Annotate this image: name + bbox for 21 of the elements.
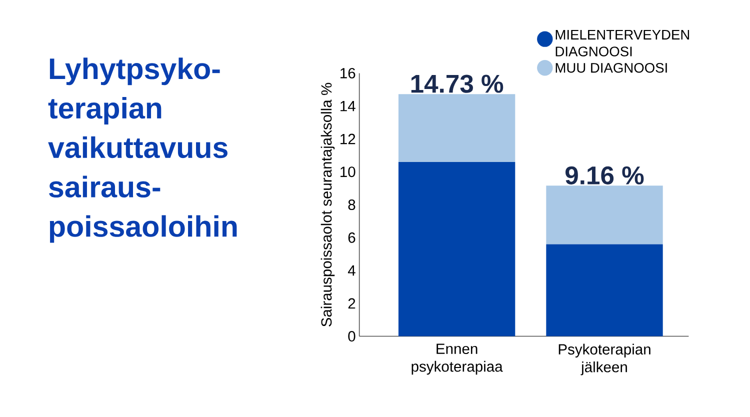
x-tick-label: Ennen psykoterapiaa (412, 344, 503, 374)
y-tick-label: 8 (348, 199, 356, 210)
bar (546, 244, 663, 336)
text: Lyhytpsyko-terapian vaikuttavuus sairaus-poissaoloihin (48, 57, 237, 243)
bar (398, 94, 516, 162)
legend-label: MUU DIAGNOOSI (556, 62, 667, 73)
y-tick-label: 6 (348, 232, 356, 243)
y-tick-label: 4 (348, 265, 356, 276)
legend-label: MIELENTERVEYDEN DIAGNOOSI (556, 30, 690, 56)
total-label: 9.16 % (566, 166, 644, 184)
y-axis-title: Sairauspoissaolot seurantajaksolla % (320, 82, 335, 326)
y-tick-label: 12 (340, 134, 356, 144)
total-label: 14.73 % (411, 74, 504, 93)
y-tick-label: 16 (340, 68, 356, 78)
x-tick-label: Psykoterapian jälkeen (558, 344, 650, 376)
y-tick-label: 0 (348, 330, 356, 342)
y-tick-label: 10 (340, 166, 356, 177)
y-tick-label: 14 (340, 100, 356, 111)
bar (398, 162, 516, 336)
bar (546, 185, 663, 244)
y-tick-label: 2 (348, 298, 356, 308)
